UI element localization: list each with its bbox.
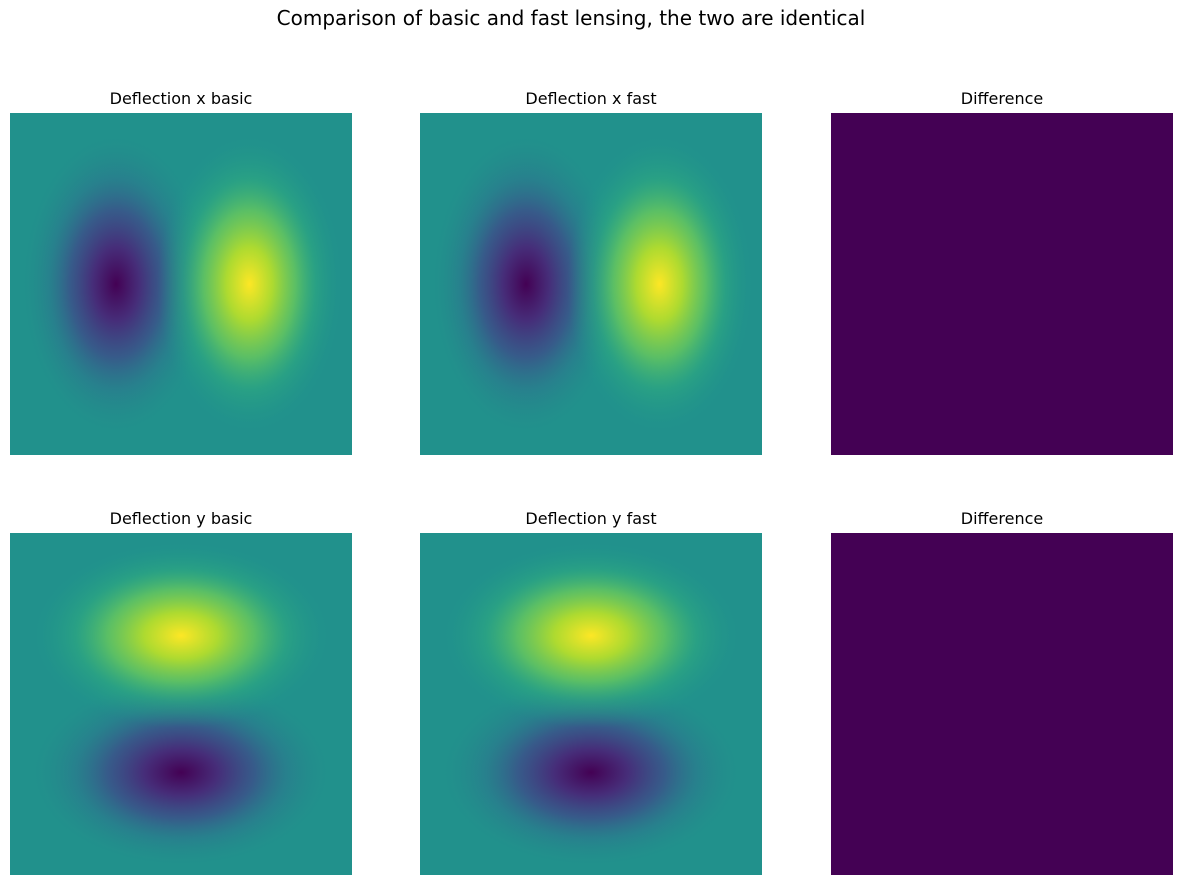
heatmap-deflection-y-basic — [10, 533, 352, 875]
panel-title: Difference — [960, 509, 1044, 528]
panel-deflection-y-fast: Deflection y fast — [420, 509, 762, 875]
heatmap-svg — [831, 113, 1173, 455]
figure-title: Comparison of basic and fast lensing, th… — [276, 6, 866, 30]
heatmap-maximum-lobe — [420, 533, 762, 875]
panel-deflection-x-basic: Deflection x basic — [10, 89, 352, 455]
panel-title: Difference — [960, 89, 1044, 108]
heatmap-deflection-x-fast — [420, 113, 762, 455]
heatmap-svg — [10, 533, 352, 875]
panel-difference-y: Difference — [831, 509, 1173, 875]
panel-title: Deflection y fast — [525, 509, 657, 528]
panel-deflection-y-basic: Deflection y basic — [10, 509, 352, 875]
heatmap-maximum-lobe — [10, 113, 352, 455]
heatmap-svg — [10, 113, 352, 455]
heatmap-svg — [831, 533, 1173, 875]
heatmap-deflection-x-basic — [10, 113, 352, 455]
heatmap-uniform-cell — [831, 113, 1173, 455]
panel-title: Deflection x fast — [525, 89, 657, 108]
panel-title: Deflection y basic — [109, 509, 253, 528]
heatmap-svg — [420, 113, 762, 455]
panel-title: Deflection x basic — [109, 89, 253, 108]
heatmap-maximum-lobe — [10, 533, 352, 875]
heatmap-difference-y — [831, 533, 1173, 875]
panel-difference-x: Difference — [831, 89, 1173, 455]
heatmap-deflection-y-fast — [420, 533, 762, 875]
heatmap-uniform-cell — [831, 533, 1173, 875]
heatmap-maximum-lobe — [420, 113, 762, 455]
heatmap-svg — [420, 533, 762, 875]
heatmap-difference-x — [831, 113, 1173, 455]
panel-deflection-x-fast: Deflection x fast — [420, 89, 762, 455]
